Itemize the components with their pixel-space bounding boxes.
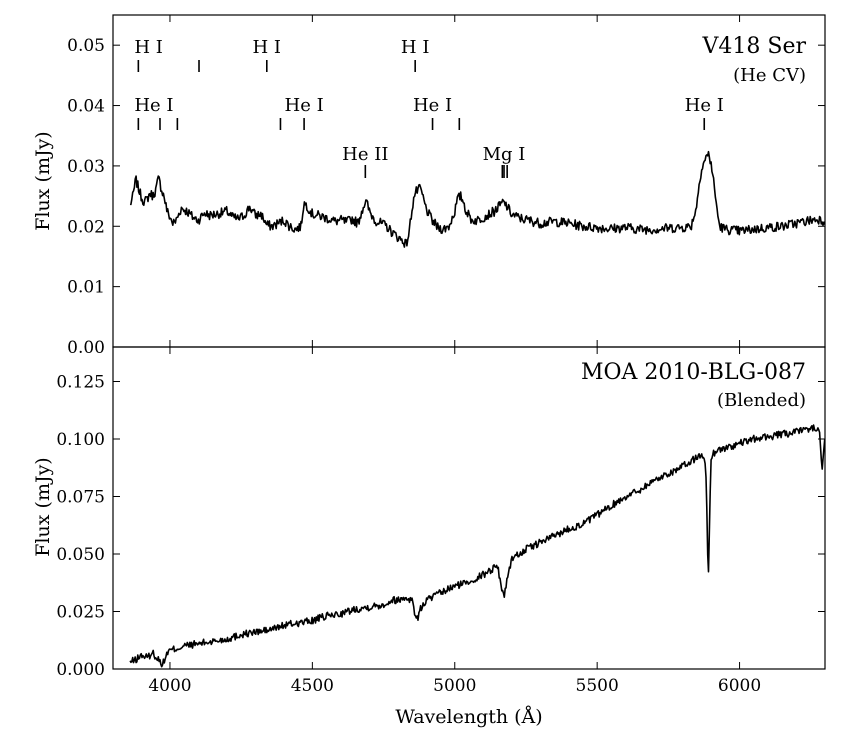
line-id-label-6: He I xyxy=(685,95,724,116)
bottom-ytick-label-5: 0.125 xyxy=(56,373,105,393)
bottom-ytick-label-3: 0.075 xyxy=(56,488,105,508)
x-axis-label: Wavelength (Å) xyxy=(395,706,542,728)
bottom-ytick-label-0: 0.000 xyxy=(56,660,105,680)
line-id-label-1: H I xyxy=(253,37,282,58)
top-ytick-label-0: 0.00 xyxy=(67,338,105,358)
line-id-label-0: H I xyxy=(134,37,163,58)
bottom-y-axis-label: Flux (mJy) xyxy=(32,457,54,556)
bottom-ytick-label-1: 0.025 xyxy=(56,603,105,623)
top-y-ticks: 0.00 0.01 0.02 0.03 0.04 0.05 xyxy=(67,36,825,358)
bottom-panel-subtitle: (Blended) xyxy=(717,390,806,411)
bottom-axes-frame xyxy=(112,346,826,670)
bottom-xtick-label-4: 6000 xyxy=(718,676,761,696)
bottom-panel: 0.000 0.025 0.050 0.075 0.100 0.125 4000 4500 5… xyxy=(32,346,826,728)
bottom-ytick-label-2: 0.050 xyxy=(56,545,105,565)
top-x-ticks xyxy=(169,15,741,347)
bottom-ytick-label-4: 0.100 xyxy=(56,430,105,450)
bottom-xtick-label-0: 4000 xyxy=(148,676,191,696)
top-y-axis-label: Flux (mJy) xyxy=(32,131,54,230)
line-id-label-2: H I xyxy=(401,37,430,58)
top-ytick-label-1: 0.01 xyxy=(67,278,105,298)
top-panel-title: V418 Ser xyxy=(702,34,807,59)
top-panel-subtitle: (He CV) xyxy=(733,65,806,86)
bottom-xtick-label-1: 4500 xyxy=(291,676,334,696)
top-ytick-label-3: 0.03 xyxy=(67,157,105,177)
bottom-spectrum-line xyxy=(129,424,826,668)
bottom-panel-title: MOA 2010-BLG-087 xyxy=(581,360,806,385)
bottom-y-ticks: 0.000 0.025 0.050 0.075 0.100 0.125 xyxy=(56,373,825,680)
line-id-label-5: He I xyxy=(413,95,452,116)
line-id-label-3: He I xyxy=(134,95,173,116)
top-spectrum-line xyxy=(129,150,826,248)
line-id-label-8: Mg I xyxy=(483,144,526,165)
line-id-label-4: He I xyxy=(285,95,324,116)
line-id-label-7: He II xyxy=(342,144,388,165)
bottom-xtick-label-3: 5500 xyxy=(576,676,619,696)
top-ytick-label-2: 0.02 xyxy=(67,217,105,237)
bottom-x-ticks: 4000 4500 5000 5500 6000 xyxy=(148,347,761,696)
top-line-identifications: H I H I H I He I He I He I He I He II Mg I xyxy=(134,37,724,178)
top-ytick-label-4: 0.04 xyxy=(67,97,105,117)
bottom-xtick-label-2: 5000 xyxy=(433,676,476,696)
top-panel: 0.00 0.01 0.02 0.03 0.04 0.05 H I H I H I He I He… xyxy=(32,14,826,358)
top-ytick-label-5: 0.05 xyxy=(67,36,105,56)
